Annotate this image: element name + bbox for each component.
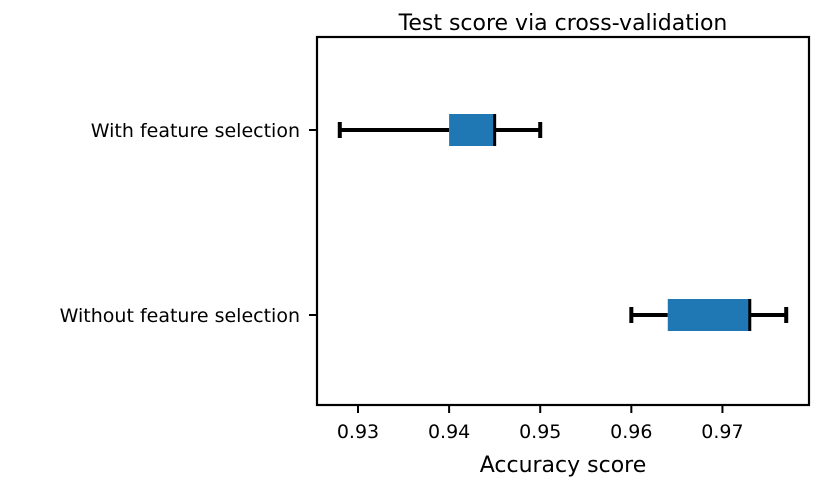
y-tick-label: With feature selection [91, 120, 300, 142]
x-tick-label: 0.94 [428, 421, 470, 443]
chart-title: Test score via cross-validation [398, 11, 728, 36]
x-tick-label: 0.95 [519, 421, 561, 443]
box-iqr [449, 114, 495, 146]
x-axis-label: Accuracy score [480, 453, 647, 478]
y-tick-label: Without feature selection [60, 305, 300, 327]
plot-frame [315, 35, 811, 407]
box-iqr [667, 299, 750, 331]
y-axis: With feature selection Without feature se… [60, 120, 317, 327]
x-tick-label: 0.93 [337, 421, 379, 443]
boxes-layer [337, 114, 789, 331]
x-axis: 0.93 0.94 0.95 0.96 0.97 [337, 405, 744, 443]
x-tick-label: 0.96 [610, 421, 652, 443]
x-tick-label: 0.97 [701, 421, 743, 443]
